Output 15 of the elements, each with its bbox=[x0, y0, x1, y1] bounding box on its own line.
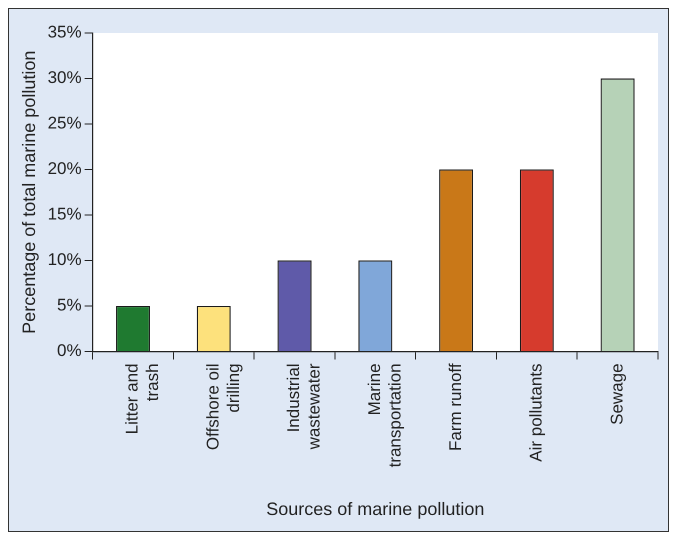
x-tick-label: Sewage bbox=[607, 363, 626, 425]
y-tick-label: 15% bbox=[48, 204, 82, 224]
x-tick-label: Farm runoff bbox=[446, 363, 465, 452]
y-tick-label: 5% bbox=[57, 296, 82, 315]
y-tick-label: 0% bbox=[57, 341, 82, 360]
y-tick-label: 10% bbox=[48, 250, 82, 270]
y-tick-label: 35% bbox=[48, 22, 82, 42]
y-tick-label: 25% bbox=[48, 114, 82, 133]
x-tick-label: Litter and trash bbox=[122, 363, 162, 434]
y-tick-label: 20% bbox=[48, 159, 82, 178]
y-axis-title: Percentage of total marine pollution bbox=[18, 50, 39, 334]
x-axis-title: Sources of marine pollution bbox=[266, 499, 484, 520]
y-tick-label: 30% bbox=[48, 68, 82, 88]
x-tick-label: Offshore oil drilling bbox=[203, 363, 243, 450]
x-tick-label: Air pollutants bbox=[526, 363, 546, 462]
